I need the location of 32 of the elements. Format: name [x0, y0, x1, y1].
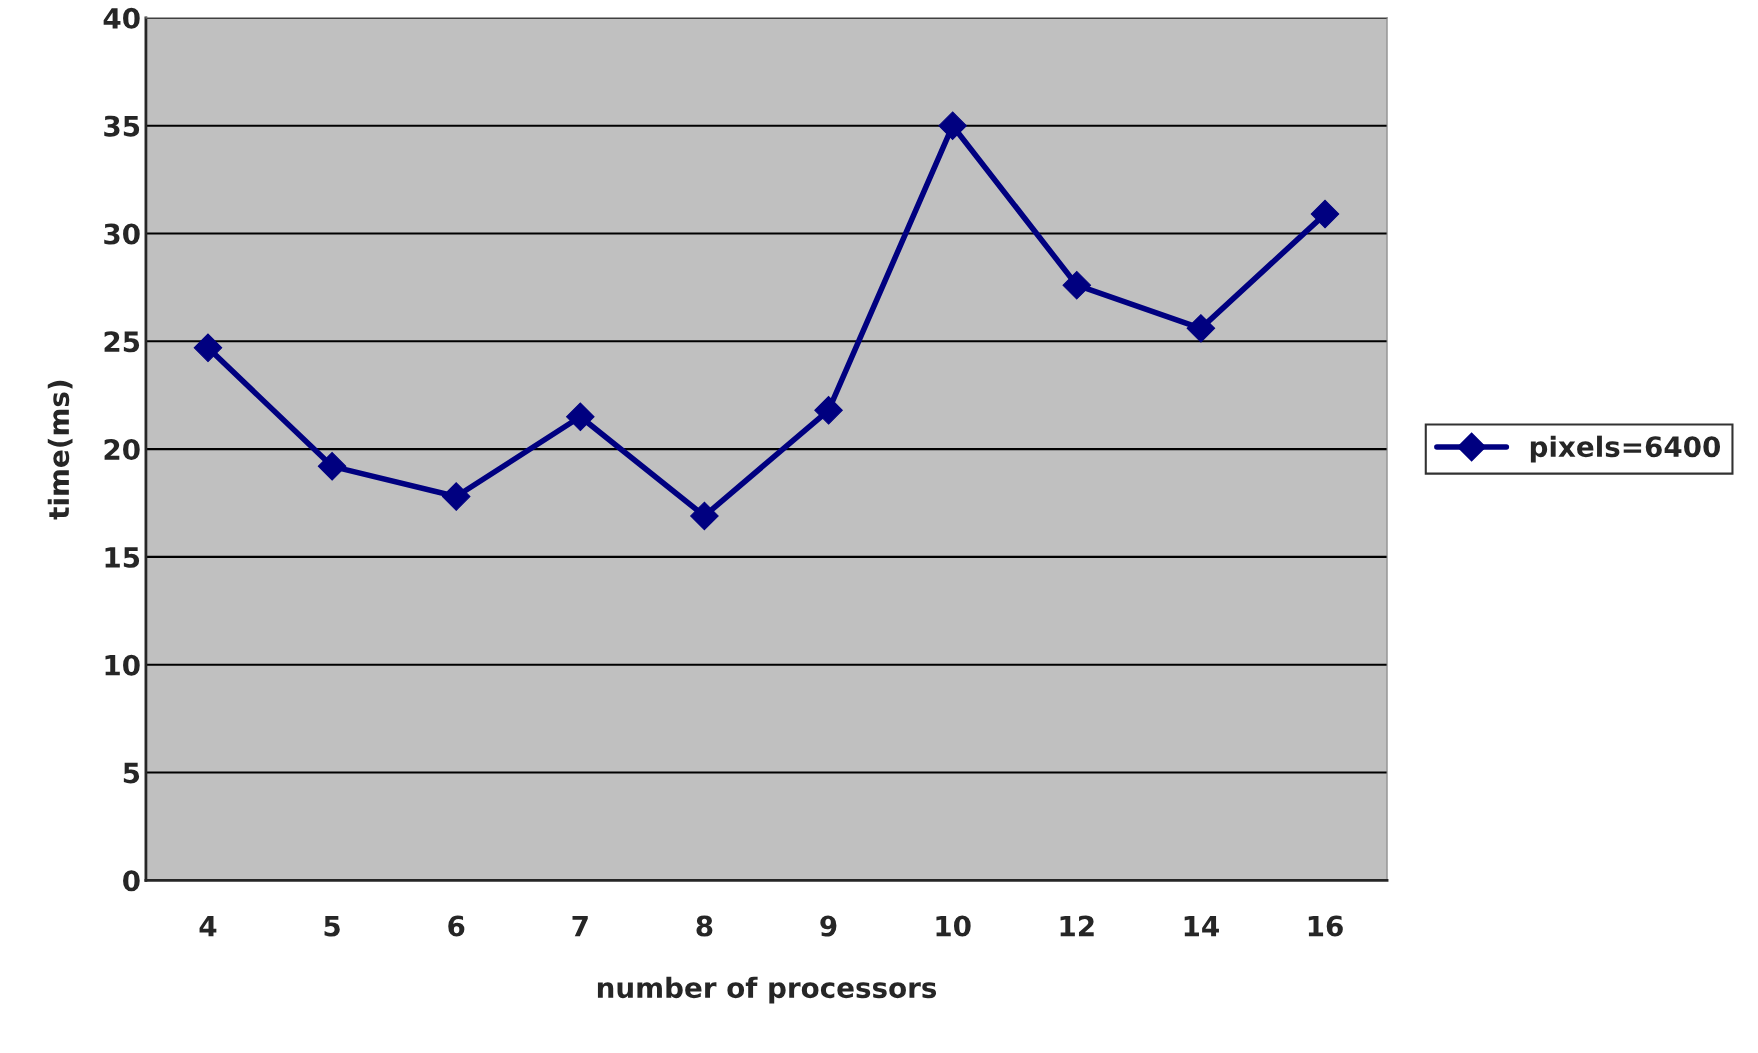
point: [1310, 199, 1340, 229]
y-tick-label: 20: [104, 439, 140, 461]
x-tick-label: 4: [199, 915, 217, 937]
x-tick-label: 14: [1184, 915, 1219, 937]
x-tick-label: 5: [324, 915, 340, 937]
x-tick-label: 12: [1060, 915, 1094, 937]
x-axis-title: number of processors: [597, 976, 937, 1004]
x-tick-label: 8: [696, 915, 713, 937]
x-tick-label: 10: [936, 915, 971, 937]
y-tick-label: 25: [104, 331, 140, 353]
y-tick-label: 0: [123, 870, 140, 892]
point: [317, 452, 347, 481]
point: [938, 111, 967, 140]
point: [1186, 314, 1216, 343]
y-tick-label: 15: [105, 547, 140, 568]
y-tick-label: 30: [104, 223, 140, 245]
y-axis-title: time(ms): [47, 380, 73, 520]
legend-label: pixels=6400: [1530, 435, 1721, 463]
y-tick-label: 40: [103, 7, 140, 29]
x-tick-label: 16: [1308, 915, 1343, 937]
point: [690, 501, 719, 531]
point: [193, 333, 223, 363]
point: [1062, 270, 1092, 300]
x-tick-label: 6: [448, 915, 465, 937]
y-tick-label: 5: [123, 762, 140, 784]
x-tick-label: 9: [820, 915, 837, 937]
point: [814, 396, 843, 425]
point: [441, 482, 471, 511]
y-tick-label: 35: [104, 115, 140, 137]
point: [566, 402, 595, 432]
x-tick-label: 7: [572, 915, 588, 937]
y-tick-label: 10: [105, 654, 140, 676]
